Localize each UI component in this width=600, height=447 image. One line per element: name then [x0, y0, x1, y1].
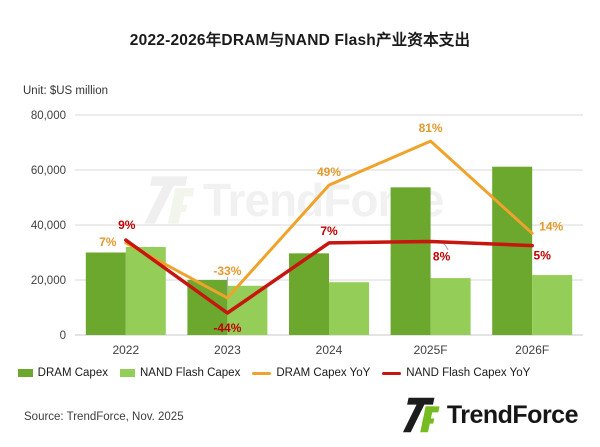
x-tick-label: 2024: [316, 343, 343, 357]
legend-label-nand-yoy: NAND Flash Capex YoY: [406, 367, 531, 379]
dram-yoy-label-2025F: 81%: [419, 121, 443, 135]
nand-yoy-label-2022: 9%: [118, 218, 136, 232]
label-leader-line: [433, 240, 449, 251]
nand-capex-swatch: [119, 369, 135, 377]
source-note: Source: TrendForce, Nov. 2025: [24, 411, 184, 423]
x-tick-label: 2023: [214, 343, 241, 357]
trendforce-watermark-icon: [144, 176, 195, 224]
bar-nand-capex: [430, 278, 471, 335]
page-title: 2022-2026年DRAM与NAND Flash产业资本支出: [129, 32, 471, 49]
y-tick-label: 20,000: [31, 275, 66, 287]
y-tick-label: 40,000: [31, 220, 66, 232]
legend-item-nand-yoy: NAND Flash Capex YoY: [382, 367, 530, 379]
bar-dram-capex: [85, 252, 126, 335]
trendforce-logo-text: TrendForce: [446, 400, 579, 429]
y-tick-label: 80,000: [31, 110, 66, 122]
bar-dram-capex: [492, 166, 533, 335]
dram-yoy-label-2022: 7%: [99, 235, 117, 249]
dram-capex-swatch: [17, 369, 33, 377]
nand-yoy-label-2025F: 8%: [433, 250, 451, 264]
y-tick-label: 0: [60, 330, 66, 342]
bar-nand-capex: [532, 275, 573, 335]
legend-label-nand-capex: NAND Flash Capex: [139, 367, 241, 379]
y-tick-label: 60,000: [31, 165, 66, 177]
trendforce-logo-icon: [402, 397, 440, 433]
bar-nand-capex: [227, 285, 268, 335]
legend-label-dram-yoy: DRAM Capex YoY: [276, 367, 371, 379]
dram-yoy-label-2023: -33%: [213, 264, 241, 278]
x-tick-label: 2025F: [414, 343, 448, 357]
legend-item-nand-capex: NAND Flash Capex: [119, 367, 241, 379]
nand-yoy-label-2023: -44%: [213, 321, 241, 335]
legend-item-dram-capex: DRAM Capex: [17, 367, 108, 379]
x-tick-label: 2026F: [515, 343, 549, 357]
trendforce-logo: TrendForce: [402, 396, 579, 434]
legend-item-dram-yoy: DRAM Capex YoY: [252, 367, 370, 379]
legend-label-dram-capex: DRAM Capex: [37, 367, 108, 379]
watermark: TrendForce: [143, 174, 445, 226]
dram-yoy-label-2026F: 14%: [539, 219, 563, 233]
bar-nand-capex: [125, 247, 166, 335]
bar-nand-capex: [329, 282, 369, 335]
nand-yoy-swatch: [382, 371, 402, 375]
nand-yoy-label-2026F: 5%: [534, 249, 552, 263]
legend: DRAM Capex NAND Flash Capex DRAM Capex Y…: [0, 367, 548, 379]
x-tick-label: 2022: [112, 343, 139, 357]
unit-label: Unit: $US million: [23, 85, 108, 97]
bar-dram-capex: [187, 280, 228, 335]
watermark-text: TrendForce: [203, 174, 445, 226]
dram-yoy-swatch: [252, 371, 272, 375]
nand-yoy-line: [124, 238, 534, 315]
bar-dram-capex: [289, 253, 329, 335]
